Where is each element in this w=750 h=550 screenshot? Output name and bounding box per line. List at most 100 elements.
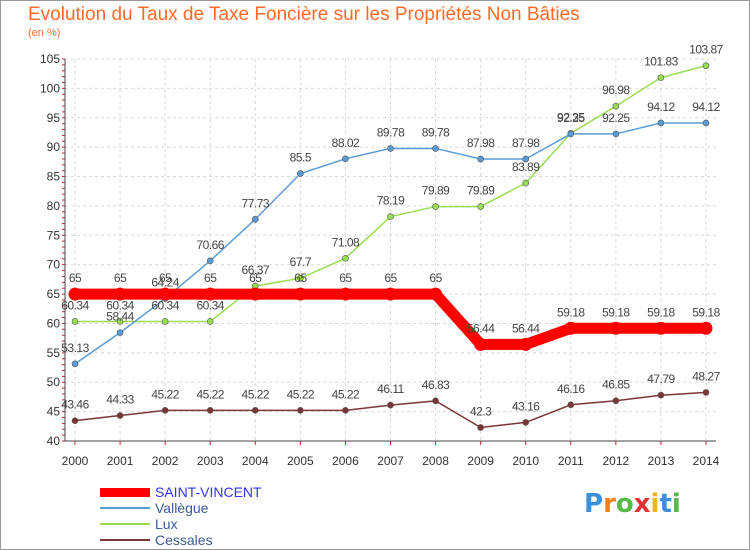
data-point-3 <box>387 401 394 409</box>
x-tick-label: 2010 <box>512 454 539 468</box>
data-point-1 <box>432 145 439 152</box>
data-label-1: 94.12 <box>647 100 675 114</box>
data-label-3: 47.79 <box>647 372 675 386</box>
data-point-1 <box>522 155 530 163</box>
data-label-2: 78.19 <box>377 194 405 208</box>
data-label-1: 70.66 <box>196 238 224 252</box>
x-tick-label: 2009 <box>467 454 494 468</box>
data-point-0 <box>474 337 488 351</box>
data-point-1 <box>477 155 484 163</box>
data-point-1 <box>702 119 710 127</box>
x-tick-label: 2014 <box>693 454 720 468</box>
data-label-0: 65 <box>159 271 172 285</box>
x-tick-label: 2007 <box>377 454 404 468</box>
y-tick-label: 70 <box>47 258 61 272</box>
data-label-1: 87.98 <box>512 136 540 150</box>
data-label-1: 77.73 <box>242 196 270 210</box>
legend-label: SAINT-VINCENT <box>155 484 262 500</box>
data-point-0 <box>564 321 578 335</box>
y-tick-label: 65 <box>47 287 61 301</box>
legend-swatch <box>100 507 150 509</box>
data-label-0: 56.44 <box>512 321 540 335</box>
data-label-2: 101.83 <box>644 55 679 69</box>
x-tick-label: 2001 <box>107 454 134 468</box>
data-point-3 <box>251 407 259 414</box>
data-label-0: 65 <box>339 271 352 285</box>
data-label-2: 66.37 <box>242 263 270 277</box>
data-point-3 <box>297 407 304 414</box>
data-point-3 <box>432 397 439 405</box>
x-tick-label: 2006 <box>332 454 359 468</box>
data-label-3: 46.16 <box>557 382 585 396</box>
data-label-1: 89.78 <box>377 125 405 139</box>
data-label-1: 89.78 <box>422 125 450 139</box>
data-label-3: 45.22 <box>151 387 179 401</box>
data-point-3 <box>206 407 214 414</box>
data-label-2: 60.34 <box>106 298 134 312</box>
logo-letter: x <box>633 489 651 519</box>
legend-swatch <box>100 523 150 525</box>
data-label-0: 59.18 <box>602 305 630 319</box>
data-label-3: 43.46 <box>61 398 89 412</box>
legend-label: Cessales <box>155 532 213 548</box>
data-point-0 <box>519 337 533 351</box>
logo-letter: r <box>603 489 616 519</box>
x-tick-label: 2011 <box>558 454 584 468</box>
y-tick-label: 95 <box>47 111 61 125</box>
x-tick-label: 2012 <box>603 454 630 468</box>
data-point-3 <box>71 417 79 424</box>
data-point-1 <box>612 130 620 138</box>
data-point-1 <box>297 170 304 177</box>
x-tick-label: 2002 <box>152 454 179 468</box>
data-label-3: 43.16 <box>512 399 540 413</box>
legend-swatch <box>100 488 150 497</box>
data-point-2 <box>477 203 484 210</box>
data-point-2 <box>522 179 530 187</box>
data-point-1 <box>206 257 214 265</box>
data-label-0: 65 <box>429 271 442 285</box>
legend-label: Vallègue <box>155 500 209 516</box>
y-tick-label: 55 <box>47 346 61 360</box>
data-label-2: 71.08 <box>332 235 360 249</box>
data-point-3 <box>657 391 665 399</box>
logo-letter: i <box>650 489 660 519</box>
x-tick-label: 2008 <box>422 454 449 468</box>
data-point-1 <box>567 130 575 138</box>
data-point-0 <box>68 287 82 301</box>
data-label-0: 65 <box>114 271 127 285</box>
data-label-3: 45.22 <box>332 387 360 401</box>
data-point-1 <box>251 215 259 223</box>
y-tick-label: 100 <box>40 81 60 95</box>
data-point-2 <box>297 274 304 282</box>
data-point-0 <box>609 321 623 335</box>
y-tick-label: 90 <box>47 140 61 154</box>
data-point-1 <box>387 145 394 152</box>
chart-title: Evolution du Taux de Taxe Foncière sur l… <box>28 4 580 25</box>
data-point-0 <box>248 287 262 301</box>
data-point-3 <box>702 389 710 396</box>
data-label-2: 60.34 <box>61 298 89 312</box>
data-label-1: 85.5 <box>290 151 312 165</box>
data-label-2: 60.34 <box>151 298 179 312</box>
data-point-0 <box>293 287 307 301</box>
data-point-0 <box>654 321 668 335</box>
data-point-2 <box>657 74 665 81</box>
data-label-0: 56.44 <box>467 321 495 335</box>
legend-swatch <box>100 539 150 541</box>
logo-letter: P <box>584 489 604 519</box>
x-tick-label: 2005 <box>287 454 314 468</box>
data-label-2: 79.89 <box>467 184 495 198</box>
proxiti-logo: Proxiti <box>584 489 681 519</box>
data-point-2 <box>612 102 620 110</box>
data-point-1 <box>657 119 665 127</box>
data-label-0: 65 <box>384 271 397 285</box>
data-point-0 <box>384 287 397 301</box>
data-label-1: 64.24 <box>151 276 179 290</box>
data-label-1: 94.12 <box>692 100 720 114</box>
y-tick-label: 75 <box>47 228 61 242</box>
data-point-2 <box>206 318 214 325</box>
data-point-0 <box>203 287 217 301</box>
data-point-2 <box>71 318 79 325</box>
